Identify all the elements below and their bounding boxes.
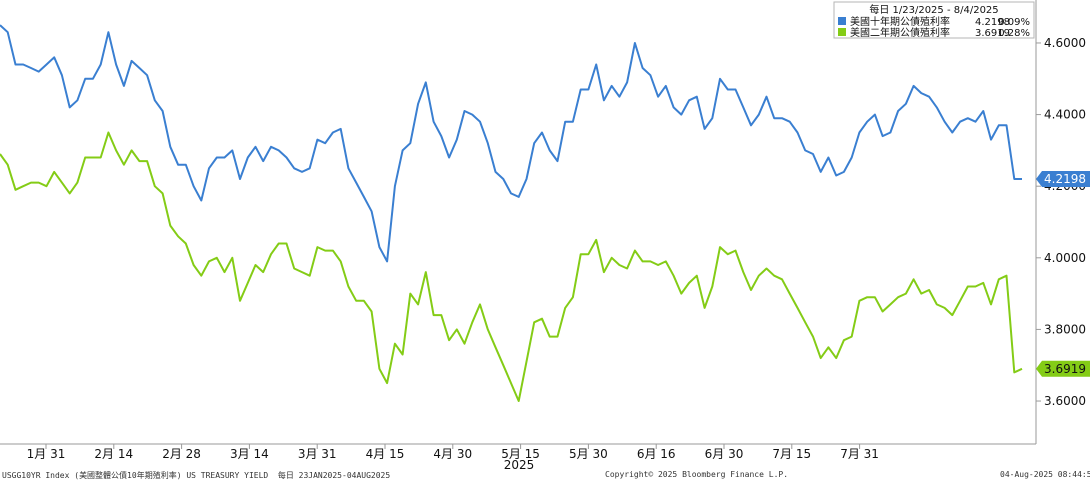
legend-box — [833, 1, 1035, 39]
x-axis: 1月 31 2月 14 2月 28 3月 14 3月 31 4月 15 4月 30 5月 15… — [27, 444, 879, 461]
x-tick-label-0: 1月 31 — [27, 447, 66, 461]
footer-index-description: USGG10YR Index (美國整體公債10年期殖利率) US TREASU… — [2, 471, 391, 480]
last-value-label-0: 4.2198 — [1044, 172, 1086, 186]
x-tick-label-4: 3月 31 — [298, 447, 337, 461]
legend-swatch-10y — [838, 17, 846, 25]
y-tick-label-4: 4.4000 — [1044, 108, 1086, 122]
x-tick-label-10: 6月 30 — [705, 447, 744, 461]
x-tick-label-8: 5月 30 — [569, 447, 608, 461]
x-tick-label-7: 5月 15 — [501, 447, 540, 461]
x-tick-label-11: 7月 15 — [772, 447, 811, 461]
legend-value-2y: 3.6919 — [975, 28, 1010, 39]
footer-copyright: Copyright© 2025 Bloomberg Finance L.P. — [605, 470, 789, 479]
last-value-tag-0 — [1036, 171, 1090, 188]
x-tick-label-9: 6月 16 — [637, 447, 676, 461]
x-tick-label-5: 4月 15 — [366, 447, 405, 461]
x-tick-label-2: 2月 28 — [162, 447, 201, 461]
series-lines — [0, 24, 1023, 402]
x-tick-label-6: 4月 30 — [433, 447, 472, 461]
legend-name-2y: 美國二年期公債殖利率 — [850, 26, 950, 39]
last-value-label-1: 3.6919 — [1044, 362, 1086, 376]
y-tick-label-2: 4.0000 — [1044, 251, 1086, 265]
x-year-label: 2025 — [504, 458, 535, 470]
x-tick-label-1: 2月 14 — [94, 447, 133, 461]
y-tick-label-5: 4.6000 — [1044, 36, 1086, 50]
legend-header: 每日 1/23/2025 - 8/4/2025 — [869, 3, 998, 16]
legend-change-10y: 0.09% — [998, 17, 1030, 28]
x-tick-label-3: 3月 14 — [230, 447, 269, 461]
last-value-tag-1 — [1036, 360, 1090, 377]
legend: 每日 1/23/2025 - 8/4/2025 美國十年期公債殖利率 4.219… — [833, 1, 1035, 39]
legend-value-10y: 4.2198 — [975, 17, 1010, 28]
footer-timestamp: 04-Aug-2025 08:44:51 — [1000, 470, 1090, 479]
series-line-0 — [0, 24, 1022, 263]
last-value-labels: 4.2198 3.6919 — [1036, 171, 1090, 377]
legend-name-10y: 美國十年期公債殖利率 — [850, 15, 950, 28]
legend-change-2y: 0.28% — [998, 28, 1030, 39]
y-tick-label-0: 3.6000 — [1044, 394, 1086, 408]
y-tick-label-1: 3.8000 — [1044, 322, 1086, 336]
series-line-1 — [0, 131, 1023, 402]
x-tick-label-12: 7月 31 — [840, 447, 879, 461]
legend-swatch-2y — [838, 28, 846, 36]
